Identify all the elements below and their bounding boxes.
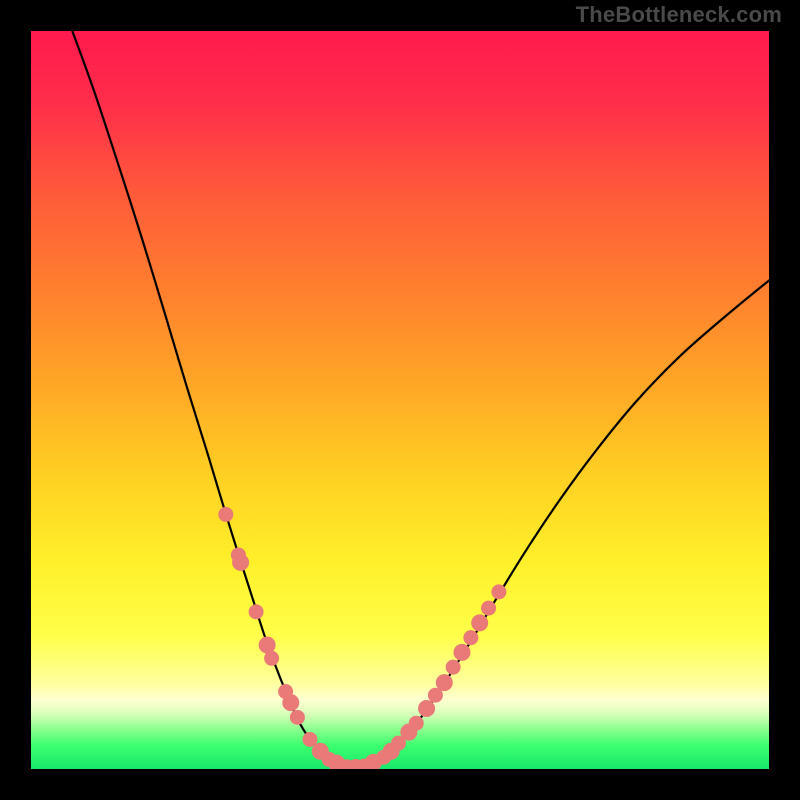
curve-marker <box>454 644 470 660</box>
curve-marker <box>446 660 460 674</box>
curve-marker <box>419 700 435 716</box>
bottleneck-curve <box>72 31 769 768</box>
curve-marker <box>249 605 263 619</box>
curve-marker <box>409 716 423 730</box>
curve-marker <box>482 601 496 615</box>
curve-marker <box>259 637 275 653</box>
curve-marker <box>265 651 279 665</box>
watermark-text: TheBottleneck.com <box>576 2 782 28</box>
curve-marker <box>283 695 299 711</box>
curve-marker <box>436 675 452 691</box>
curve-marker <box>233 554 249 570</box>
chart-stage: TheBottleneck.com <box>0 0 800 800</box>
curve-layer <box>0 0 800 800</box>
curve-marker <box>290 710 304 724</box>
curve-marker <box>428 688 442 702</box>
curve-marker <box>303 732 317 746</box>
curve-marker <box>464 631 478 645</box>
curve-marker <box>219 507 233 521</box>
curve-marker <box>492 585 506 599</box>
curve-marker <box>472 615 488 631</box>
